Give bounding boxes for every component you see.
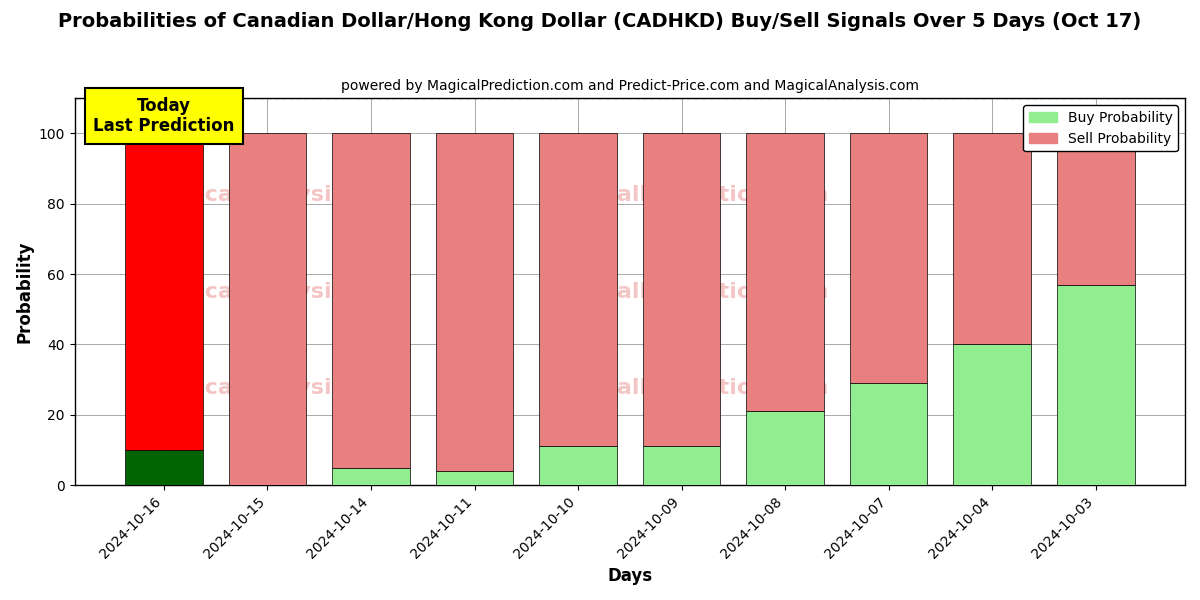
Bar bbox=[1057, 285, 1134, 485]
Text: MagicalAnalysis.com: MagicalAnalysis.com bbox=[144, 379, 406, 398]
Text: MagicalAnalysis.com: MagicalAnalysis.com bbox=[144, 282, 406, 302]
Bar bbox=[436, 133, 514, 471]
Bar bbox=[125, 133, 203, 450]
Text: Probabilities of Canadian Dollar/Hong Kong Dollar (CADHKD) Buy/Sell Signals Over: Probabilities of Canadian Dollar/Hong Ko… bbox=[59, 12, 1141, 31]
Legend: Buy Probability, Sell Probability: Buy Probability, Sell Probability bbox=[1024, 105, 1178, 151]
Bar bbox=[332, 467, 410, 485]
Bar bbox=[850, 133, 928, 383]
Text: MagicalPrediction.com: MagicalPrediction.com bbox=[542, 185, 828, 205]
Bar bbox=[953, 344, 1031, 485]
Bar bbox=[643, 133, 720, 446]
Bar bbox=[332, 133, 410, 467]
Bar bbox=[746, 412, 824, 485]
Text: Today
Last Prediction: Today Last Prediction bbox=[94, 97, 235, 136]
Text: MagicalPrediction.com: MagicalPrediction.com bbox=[542, 379, 828, 398]
Bar bbox=[436, 471, 514, 485]
Bar bbox=[229, 133, 306, 485]
Bar bbox=[643, 446, 720, 485]
Bar bbox=[953, 133, 1031, 344]
Bar bbox=[850, 383, 928, 485]
Bar bbox=[539, 446, 617, 485]
Bar bbox=[125, 450, 203, 485]
Text: MagicalPrediction.com: MagicalPrediction.com bbox=[542, 282, 828, 302]
Bar bbox=[539, 133, 617, 446]
Text: MagicalAnalysis.com: MagicalAnalysis.com bbox=[144, 185, 406, 205]
Bar bbox=[1057, 133, 1134, 285]
Title: powered by MagicalPrediction.com and Predict-Price.com and MagicalAnalysis.com: powered by MagicalPrediction.com and Pre… bbox=[341, 79, 919, 93]
Y-axis label: Probability: Probability bbox=[16, 241, 34, 343]
X-axis label: Days: Days bbox=[607, 567, 653, 585]
Bar bbox=[746, 133, 824, 412]
